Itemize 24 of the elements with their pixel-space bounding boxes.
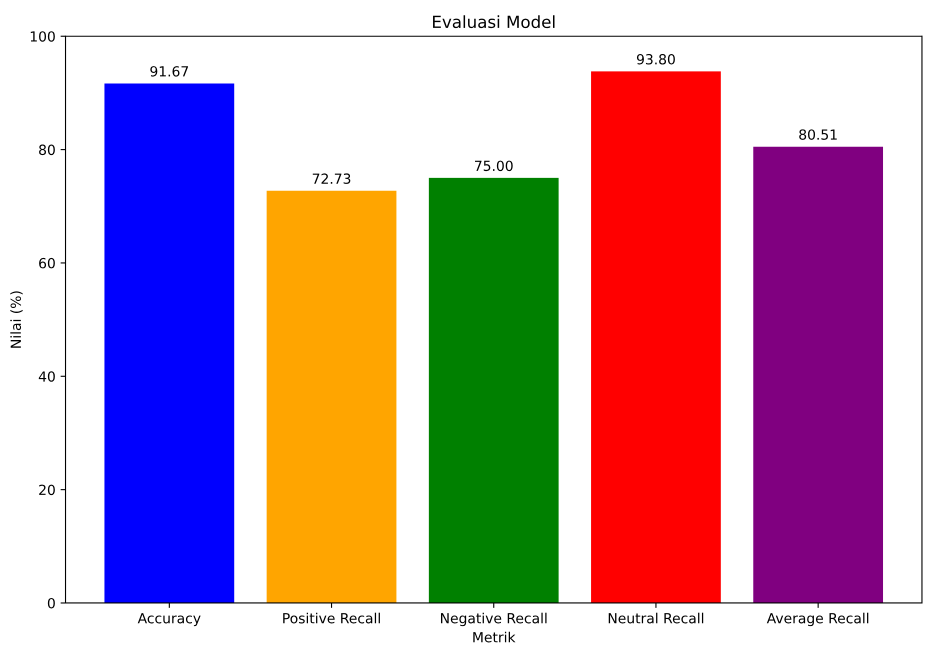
chart-title: Evaluasi Model <box>433 15 555 28</box>
data-label: 91.67 <box>150 66 188 77</box>
bar <box>753 146 884 603</box>
data-label: 93.80 <box>636 54 675 65</box>
y-axis-title: Nilai (%) <box>10 291 23 348</box>
y-tick-label: 60 <box>39 258 55 268</box>
y-tick-label: 100 <box>30 31 55 42</box>
data-label: 72.73 <box>312 173 350 184</box>
x-tick-label: Average Recall <box>766 612 868 626</box>
y-tick-label: 0 <box>48 598 55 608</box>
y-tick-label: 40 <box>38 371 55 382</box>
x-tick-label: Positive Recall <box>283 612 380 624</box>
y-tick-label: 20 <box>39 484 55 496</box>
bar <box>266 190 396 603</box>
bar <box>104 83 234 603</box>
x-tick-label: Negative Recall <box>441 612 547 626</box>
bar <box>428 178 559 603</box>
x-tick-label: Accuracy <box>138 613 201 626</box>
data-label: 75.00 <box>475 160 513 172</box>
bar <box>591 71 721 603</box>
x-tick-label: Neutral Recall <box>608 612 704 624</box>
data-label: 80.51 <box>799 129 837 140</box>
y-tick-label: 80 <box>39 144 55 156</box>
x-axis-title: Metrik <box>473 632 516 642</box>
